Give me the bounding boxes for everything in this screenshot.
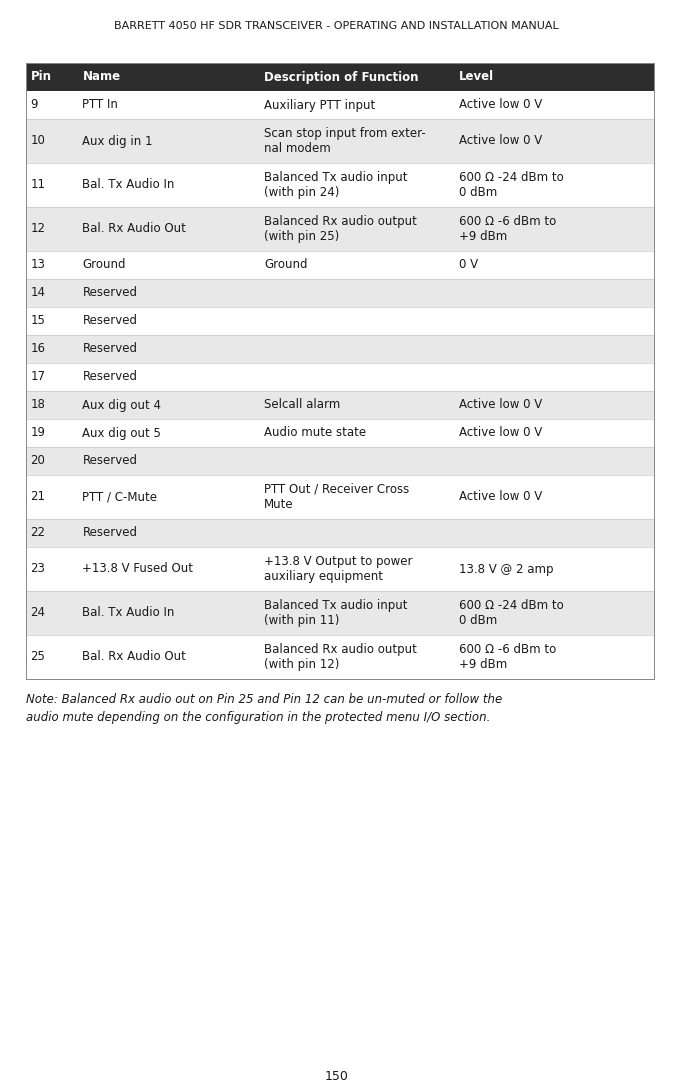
Text: 22: 22 [30,527,46,540]
Text: 20: 20 [30,455,46,468]
Text: 0 V: 0 V [459,259,479,272]
Text: 600 Ω -24 dBm to: 600 Ω -24 dBm to [459,171,564,184]
Bar [26,519,654,547]
Text: Aux dig out 5: Aux dig out 5 [82,426,162,440]
Text: 600 Ω -6 dBm to: 600 Ω -6 dBm to [459,643,557,656]
Text: (with pin 11): (with pin 11) [264,614,339,627]
Text: 24: 24 [30,606,46,619]
Text: Selcall alarm: Selcall alarm [264,398,341,411]
Text: Active low 0 V: Active low 0 V [459,398,542,411]
Text: Bal. Tx Audio In: Bal. Tx Audio In [82,606,175,619]
Text: 0 dBm: 0 dBm [459,186,497,199]
Text: nal modem: nal modem [264,143,331,154]
Text: 23: 23 [30,562,46,576]
Text: 600 Ω -24 dBm to: 600 Ω -24 dBm to [459,599,564,611]
Text: audio mute depending on the configuration in the protected menu I/O section.: audio mute depending on the configuratio… [26,710,490,724]
Bar [26,91,654,119]
Bar [26,119,654,163]
Text: 10: 10 [30,135,46,148]
Text: Active low 0 V: Active low 0 V [459,135,542,148]
Text: +9 dBm: +9 dBm [459,230,507,243]
Bar [26,207,654,251]
Text: 14: 14 [30,286,46,299]
Text: Active low 0 V: Active low 0 V [459,426,542,440]
Text: 18: 18 [30,398,46,411]
Text: 0 dBm: 0 dBm [459,614,497,627]
Bar [26,419,654,447]
Text: 12: 12 [30,223,46,235]
Text: Balanced Tx audio input: Balanced Tx audio input [264,599,408,611]
Text: Mute: Mute [264,498,293,511]
Text: Reserved: Reserved [82,455,137,468]
Bar [26,251,654,279]
Bar [26,475,654,519]
Text: Balanced Rx audio output: Balanced Rx audio output [264,643,417,656]
Bar [26,447,654,475]
Text: Active low 0 V: Active low 0 V [459,491,542,504]
Bar [26,63,654,91]
Text: Ground: Ground [82,259,126,272]
Text: Auxiliary PTT input: Auxiliary PTT input [264,99,376,111]
Text: Scan stop input from exter-: Scan stop input from exter- [264,127,426,140]
Text: 9: 9 [30,99,38,111]
Text: Reserved: Reserved [82,314,137,327]
Text: Active low 0 V: Active low 0 V [459,99,542,111]
Text: 600 Ω -6 dBm to: 600 Ω -6 dBm to [459,215,557,228]
Bar [26,547,654,591]
Text: 11: 11 [30,178,46,191]
Text: auxiliary equipment: auxiliary equipment [264,570,383,583]
Text: PTT Out / Receiver Cross: PTT Out / Receiver Cross [264,483,409,496]
Text: Bal. Tx Audio In: Bal. Tx Audio In [82,178,175,191]
Text: BARRETT 4050 HF SDR TRANSCEIVER - OPERATING AND INSTALLATION MANUAL: BARRETT 4050 HF SDR TRANSCEIVER - OPERAT… [114,21,559,30]
Text: 13: 13 [30,259,46,272]
Bar [26,163,654,207]
Text: (with pin 12): (with pin 12) [264,658,339,671]
Text: 17: 17 [30,371,46,383]
Text: PTT / C-Mute: PTT / C-Mute [82,491,157,504]
Text: Balanced Tx audio input: Balanced Tx audio input [264,171,408,184]
Text: Name: Name [82,71,120,84]
Text: Reserved: Reserved [82,286,137,299]
Text: Reserved: Reserved [82,527,137,540]
Bar [26,591,654,635]
Text: Audio mute state: Audio mute state [264,426,366,440]
Bar [26,363,654,391]
Text: Bal. Rx Audio Out: Bal. Rx Audio Out [82,651,186,664]
Text: Bal. Rx Audio Out: Bal. Rx Audio Out [82,223,186,235]
Text: Description of Function: Description of Function [264,71,419,84]
Text: Reserved: Reserved [82,343,137,356]
Text: Pin: Pin [30,71,52,84]
Text: 25: 25 [30,651,46,664]
Text: 19: 19 [30,426,46,440]
Text: (with pin 25): (with pin 25) [264,230,339,243]
Text: Aux dig in 1: Aux dig in 1 [82,135,153,148]
Text: PTT In: PTT In [82,99,118,111]
Text: (with pin 24): (with pin 24) [264,186,339,199]
Text: 150: 150 [324,1070,349,1083]
Text: 13.8 V @ 2 amp: 13.8 V @ 2 amp [459,562,554,576]
Bar [26,335,654,363]
Text: 21: 21 [30,491,46,504]
Text: Aux dig out 4: Aux dig out 4 [82,398,162,411]
Text: Reserved: Reserved [82,371,137,383]
Text: +13.8 V Fused Out: +13.8 V Fused Out [82,562,193,576]
Text: 15: 15 [30,314,46,327]
Text: Ground: Ground [264,259,308,272]
Bar [26,635,654,679]
Bar [26,391,654,419]
Text: 16: 16 [30,343,46,356]
Text: +13.8 V Output to power: +13.8 V Output to power [264,555,413,568]
Text: +9 dBm: +9 dBm [459,658,507,671]
Bar [26,279,654,307]
Bar [26,307,654,335]
Text: Balanced Rx audio output: Balanced Rx audio output [264,215,417,228]
Text: Level: Level [459,71,495,84]
Text: Note: Balanced Rx audio out on Pin 25 and Pin 12 can be un-muted or follow the: Note: Balanced Rx audio out on Pin 25 an… [26,693,502,706]
